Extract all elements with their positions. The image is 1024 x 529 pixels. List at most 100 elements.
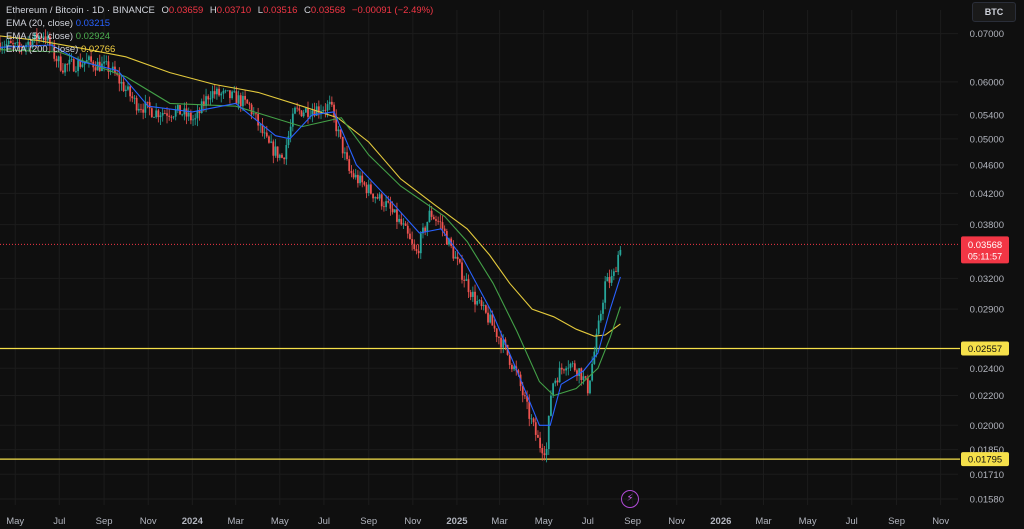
candle-body	[547, 415, 550, 450]
candle-body	[348, 159, 351, 171]
candle-body	[129, 86, 132, 97]
candle-body	[584, 376, 587, 378]
candle-body	[582, 376, 585, 380]
candle-body	[354, 174, 357, 178]
candle-body	[565, 368, 568, 371]
price-axis[interactable]: 0.07000 0.06000 0.05400 0.05000 0.04600 0.042…	[970, 29, 1004, 505]
candle-body	[476, 300, 479, 305]
x-tick-label: May	[799, 516, 817, 527]
candle-body	[469, 292, 472, 297]
candle-body	[474, 291, 476, 305]
candle-body	[291, 113, 294, 127]
candle-body	[202, 101, 205, 106]
candle-body	[311, 110, 314, 116]
candle-body	[406, 225, 409, 234]
candle-body	[1, 47, 4, 50]
legend-ema200-row[interactable]: EMA (200, close) 0.02766	[6, 43, 433, 56]
candle-body	[558, 367, 561, 383]
candle-body	[94, 67, 97, 71]
candle-body	[189, 112, 192, 121]
candle-body	[383, 206, 385, 208]
x-tick-label: Jul	[53, 516, 65, 527]
candle-body	[31, 40, 34, 48]
legend-ema50-row[interactable]: EMA (50, close) 0.02924	[6, 30, 433, 43]
candle-body	[326, 104, 329, 111]
candle-body	[324, 109, 327, 111]
candle-body	[461, 262, 463, 280]
countdown-label: 05:11:57	[968, 251, 1002, 261]
symbol-button[interactable]: BTC	[972, 2, 1016, 22]
legend-pair[interactable]: Ethereum / Bitcoin · 1D · BINANCE	[6, 5, 155, 16]
candle-body	[159, 115, 162, 118]
candle-body	[571, 363, 574, 365]
candle-body	[287, 136, 290, 146]
candle-body	[211, 91, 214, 99]
candle-body	[155, 110, 158, 118]
candle-body	[430, 210, 433, 217]
candle-body	[46, 36, 49, 41]
candle-body	[304, 108, 307, 113]
candle-body	[537, 434, 539, 438]
candle-body	[75, 71, 77, 72]
candle-body	[142, 109, 145, 113]
candle-body	[120, 81, 123, 84]
candle-body	[337, 129, 340, 132]
x-tick-label: 2025	[446, 516, 468, 527]
candle-body	[543, 453, 546, 456]
x-tick-label: 2026	[710, 516, 731, 527]
lightning-icon[interactable]: ⚡	[621, 490, 639, 508]
candle-body	[471, 291, 474, 297]
candle-body	[229, 90, 231, 99]
candle-body	[541, 448, 544, 454]
candle-body	[272, 141, 275, 156]
x-tick-label: 2024	[182, 516, 204, 527]
x-tick-label: Mar	[755, 516, 771, 527]
candle-body	[604, 281, 607, 303]
candle-body	[153, 117, 155, 118]
x-tick-label: May	[271, 516, 289, 527]
candle-body	[580, 368, 583, 380]
candle-body	[502, 339, 505, 348]
ema50-line	[0, 49, 621, 397]
candle-body	[387, 201, 390, 203]
candle-body	[569, 363, 572, 368]
legend-ema20-row[interactable]: EMA (20, close) 0.03215	[6, 17, 433, 30]
x-tick-label: Jul	[846, 516, 858, 527]
candle-body	[88, 56, 90, 61]
candle-body	[573, 363, 576, 371]
candle-body	[83, 62, 86, 65]
candle-body	[259, 124, 262, 126]
y-tick-label: 0.06000	[970, 77, 1004, 88]
candle-body	[224, 90, 227, 92]
x-tick-label: Sep	[360, 516, 377, 527]
y-tick-label: 0.02900	[970, 305, 1004, 316]
candle-body	[261, 124, 264, 134]
candle-body	[615, 271, 617, 273]
candle-body	[346, 152, 348, 160]
candle-body	[268, 136, 270, 143]
candle-body	[428, 210, 431, 222]
candle-body	[209, 98, 212, 100]
candle-body	[285, 145, 288, 160]
y-tick-label: 0.04600	[970, 160, 1004, 171]
candle-body	[556, 380, 559, 383]
candle-body	[396, 209, 398, 222]
candle-body	[12, 43, 14, 45]
y-tick-label: 0.05400	[970, 110, 1004, 121]
candle-body	[443, 228, 446, 232]
candle-body	[276, 146, 279, 158]
level-tag-label: 0.01795	[968, 455, 1002, 466]
y-tick-label: 0.01850	[970, 445, 1004, 456]
candle-body	[174, 109, 177, 117]
candle-body	[307, 108, 309, 117]
candle-body	[550, 395, 552, 416]
x-tick-label: May	[6, 516, 24, 527]
candle-body	[554, 380, 557, 384]
candle-body	[257, 114, 260, 126]
y-tick-label: 0.01580	[970, 495, 1004, 506]
time-axis[interactable]: May Jul Sep Nov 2024 Mar May Jul Sep Nov 2025 Mar Ma…	[6, 516, 949, 527]
close-value: 0.03568	[310, 5, 346, 16]
candle-body	[610, 275, 613, 283]
candle-body	[608, 277, 611, 283]
